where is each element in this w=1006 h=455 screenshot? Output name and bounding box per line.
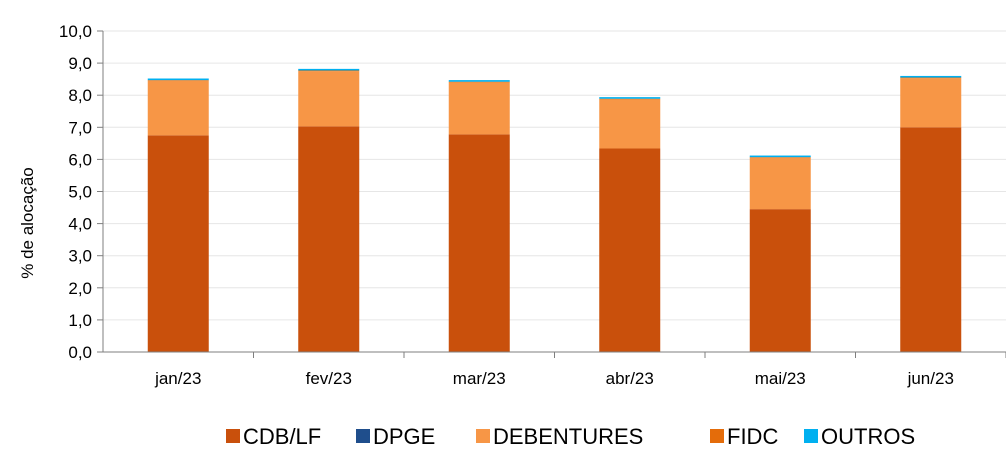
bar-segment-cdb-lf bbox=[749, 209, 811, 352]
bar-segment-debentures bbox=[900, 78, 962, 128]
legend-swatch bbox=[710, 429, 724, 443]
bar-segment-fidc bbox=[147, 80, 209, 81]
bar-segment-debentures bbox=[749, 157, 811, 210]
legend-item-label: OUTROS bbox=[821, 424, 915, 449]
y-tick-label: 7,0 bbox=[68, 118, 92, 137]
bar-segment-debentures bbox=[298, 71, 360, 127]
bar-segment-outros bbox=[298, 68, 360, 71]
legend: CDB/LF DPGE DEBENTURES FIDC OUTROS bbox=[226, 424, 915, 449]
bar-segment-outros bbox=[749, 155, 811, 158]
legend-item-label: FIDC bbox=[727, 424, 778, 449]
legend-swatch bbox=[356, 429, 370, 443]
y-tick-label: 3,0 bbox=[68, 247, 92, 266]
bars bbox=[147, 68, 962, 352]
bar-segment-cdb-lf bbox=[298, 126, 360, 352]
legend-swatch bbox=[804, 429, 818, 443]
x-tick-label: jun/23 bbox=[907, 369, 954, 388]
legend-item-label: DPGE bbox=[373, 424, 435, 449]
y-tick-label: 9,0 bbox=[68, 54, 92, 73]
y-axis-title: % de alocação bbox=[18, 167, 37, 279]
bar-segment-fidc bbox=[298, 70, 360, 72]
y-tick-label: 4,0 bbox=[68, 215, 92, 234]
x-tick-label: mai/23 bbox=[755, 369, 806, 388]
y-tick-label: 2,0 bbox=[68, 279, 92, 298]
bar-segment-fidc bbox=[749, 157, 811, 158]
legend-item-label: CDB/LF bbox=[243, 424, 321, 449]
y-tick-label: 5,0 bbox=[68, 183, 92, 202]
y-tick-label: 8,0 bbox=[68, 86, 92, 105]
bar-segment-debentures bbox=[448, 82, 510, 135]
legend-swatch bbox=[226, 429, 240, 443]
bar-segment-cdb-lf bbox=[599, 148, 661, 352]
bar-segment-fidc bbox=[599, 98, 661, 100]
y-tick-label: 10,0 bbox=[59, 22, 92, 41]
bar-segment-cdb-lf bbox=[147, 135, 209, 352]
legend-swatch bbox=[476, 429, 490, 443]
bar-segment-cdb-lf bbox=[900, 127, 962, 352]
gridlines bbox=[103, 30, 1006, 321]
axes: 0,0 1,0 2,0 3,0 4,0 5,0 6,0 7,0 8,0 9,0 10,0 jan/23… bbox=[59, 22, 1006, 388]
legend-item-label: DEBENTURES bbox=[493, 424, 643, 449]
bar-segment-outros bbox=[448, 80, 510, 82]
bar-segment-fidc bbox=[448, 81, 510, 83]
x-tick-label: fev/23 bbox=[306, 369, 352, 388]
bar-segment-debentures bbox=[147, 80, 209, 136]
x-tick-label: jan/23 bbox=[154, 369, 201, 388]
y-tick-label: 1,0 bbox=[68, 311, 92, 330]
bar-segment-cdb-lf bbox=[448, 134, 510, 352]
bar-segment-debentures bbox=[599, 99, 661, 149]
bar-segment-outros bbox=[599, 97, 661, 99]
x-tick-label: mar/23 bbox=[453, 369, 506, 388]
x-tick-label: abr/23 bbox=[606, 369, 654, 388]
bar-segment-outros bbox=[900, 75, 962, 78]
y-tick-label: 0,0 bbox=[68, 343, 92, 362]
bar-segment-outros bbox=[147, 78, 209, 81]
y-tick-label: 6,0 bbox=[68, 150, 92, 169]
bar-segment-fidc bbox=[900, 77, 962, 79]
